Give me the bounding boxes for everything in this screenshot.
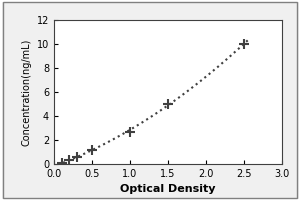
X-axis label: Optical Density: Optical Density xyxy=(120,184,216,194)
Y-axis label: Concentration(ng/mL): Concentration(ng/mL) xyxy=(21,38,31,146)
